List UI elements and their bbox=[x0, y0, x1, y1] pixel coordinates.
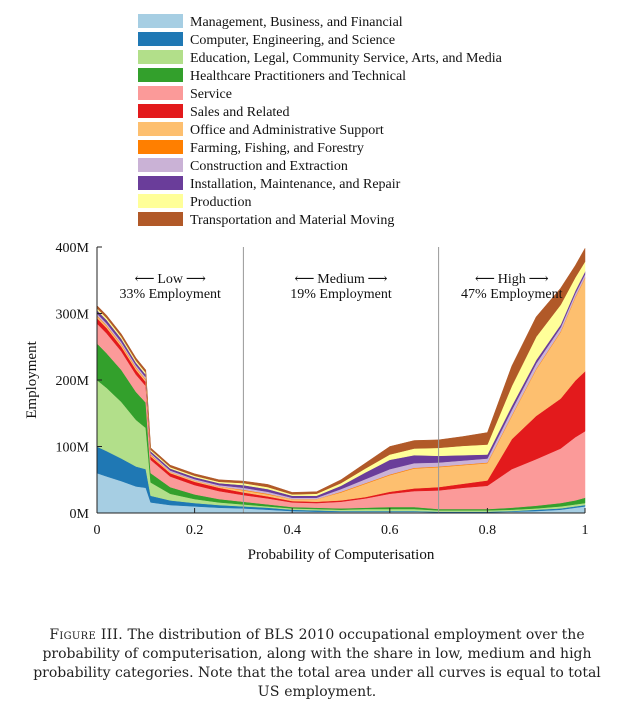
legend-swatch-service bbox=[138, 86, 183, 100]
legend-swatch-healthcare-practitioners-and-technical bbox=[138, 68, 183, 82]
x-axis-title: Probability of Computerisation bbox=[248, 547, 435, 563]
legend-label-management-business-and-financial: Management, Business, and Financial bbox=[190, 15, 403, 30]
x-tick-label: 0.2 bbox=[186, 523, 204, 538]
region-arrow-label-high: ⟵ High ⟶ bbox=[475, 272, 549, 287]
region-share-high: 47% Employment bbox=[461, 287, 563, 302]
region-arrow-label-medium: ⟵ Medium ⟶ bbox=[294, 272, 387, 287]
legend-label-computer-engineering-and-science: Computer, Engineering, and Science bbox=[190, 33, 395, 48]
legend-swatch-computer-engineering-and-science bbox=[138, 32, 183, 46]
legend-swatch-transportation-and-material-moving bbox=[138, 212, 183, 226]
caption-us: US bbox=[257, 684, 280, 700]
x-tick-label: 1 bbox=[582, 523, 589, 538]
legend-label-office-and-administrative-support: Office and Administrative Support bbox=[190, 123, 384, 138]
region-annotations: ⟵ Low ⟶33% Employment ⟵ Medium ⟶19% Emplo… bbox=[119, 272, 562, 302]
y-tick-label: 100M bbox=[56, 441, 90, 456]
legend-swatch-management-business-and-financial bbox=[138, 14, 183, 28]
y-tick-label: 0M bbox=[70, 507, 90, 522]
legend-label-construction-and-extraction: Construction and Extraction bbox=[190, 159, 348, 174]
legend-label-installation-maintenance-and-repair: Installation, Maintenance, and Repair bbox=[190, 177, 401, 192]
y-tick-label: 200M bbox=[56, 374, 90, 389]
legend-swatch-production bbox=[138, 194, 183, 208]
caption-text-3: employment. bbox=[279, 684, 377, 700]
legend-label-transportation-and-material-moving: Transportation and Material Moving bbox=[190, 213, 394, 228]
legend-label-service: Service bbox=[190, 87, 232, 102]
legend-swatch-installation-maintenance-and-repair bbox=[138, 176, 183, 190]
region-arrow-label-low: ⟵ Low ⟶ bbox=[134, 272, 205, 287]
threshold-lines bbox=[242, 247, 440, 513]
legend-label-education-legal-community-service-arts-and-media: Education, Legal, Community Service, Art… bbox=[190, 51, 503, 66]
region-share-low: 33% Employment bbox=[119, 287, 221, 302]
chart-axes: 0 0.2 0.4 0.6 0.8 1 0M 100M 200M 300M 400M Probabil… bbox=[24, 241, 589, 563]
chart-legend: Management, Business, and Financial Compu… bbox=[138, 14, 503, 228]
y-axis-title: Employment bbox=[24, 340, 40, 418]
legend-label-farming-fishing-and-forestry: Farming, Fishing, and Forestry bbox=[190, 141, 364, 156]
x-tick-label: 0.4 bbox=[283, 523, 301, 538]
region-share-medium: 19% Employment bbox=[290, 287, 392, 302]
caption-text-2: 2010 occupational employment over the pr… bbox=[33, 627, 601, 681]
y-tick-label: 400M bbox=[56, 241, 90, 256]
x-tick-label: 0.8 bbox=[479, 523, 497, 538]
legend-label-sales-and-related: Sales and Related bbox=[190, 105, 290, 120]
legend-swatch-sales-and-related bbox=[138, 104, 183, 118]
legend-swatch-farming-fishing-and-forestry bbox=[138, 140, 183, 154]
legend-swatch-construction-and-extraction bbox=[138, 158, 183, 172]
legend-swatch-education-legal-community-service-arts-and-media bbox=[138, 50, 183, 64]
area-series-transportation-and-material-moving bbox=[96, 247, 586, 495]
figure-caption: Figure III. The distribution of BLS 2010… bbox=[24, 626, 610, 702]
legend-swatch-office-and-administrative-support bbox=[138, 122, 183, 136]
caption-bls: BLS bbox=[264, 627, 295, 643]
legend-label-healthcare-practitioners-and-technical: Healthcare Practitioners and Technical bbox=[190, 69, 406, 84]
stacked-area-plot bbox=[96, 247, 586, 514]
y-tick-label: 300M bbox=[56, 308, 90, 323]
caption-text-1: The distribution of bbox=[123, 627, 265, 643]
legend-label-production: Production bbox=[190, 195, 251, 210]
x-tick-label: 0 bbox=[94, 523, 101, 538]
x-tick-label: 0.6 bbox=[381, 523, 399, 538]
chart-figure: Management, Business, and Financial Compu… bbox=[24, 14, 589, 563]
caption-figure-label: Figure III. bbox=[49, 627, 124, 643]
